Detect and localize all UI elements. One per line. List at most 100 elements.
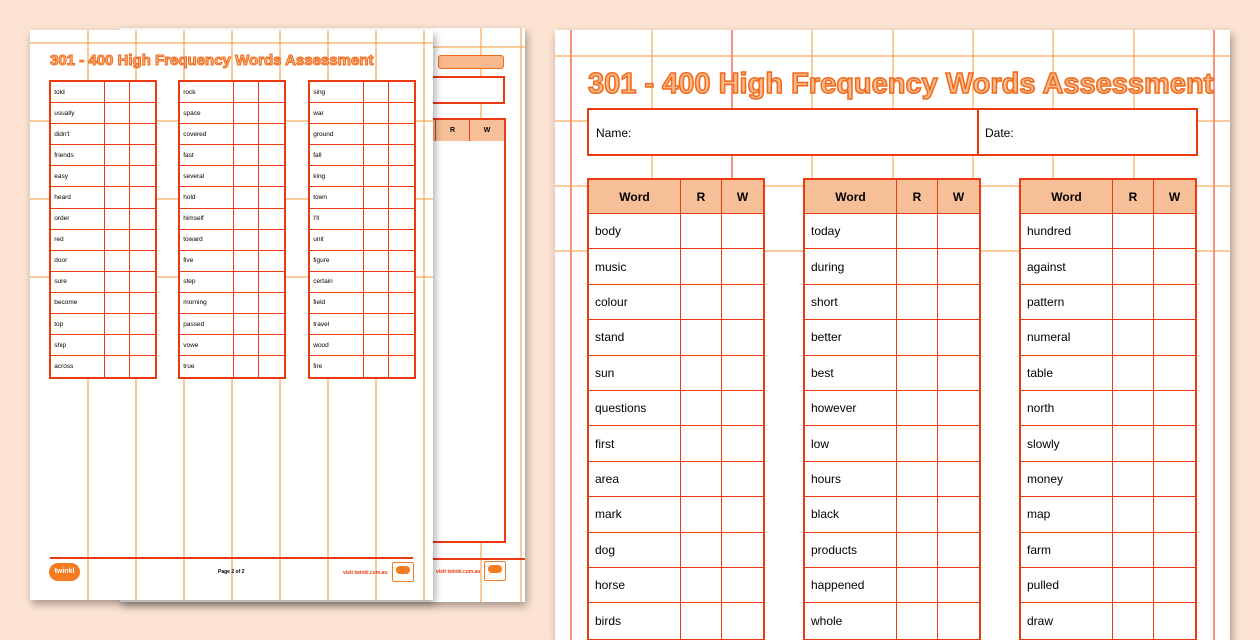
website-link[interactable]: visit twinkl.com.au <box>343 570 388 576</box>
write-checkbox[interactable] <box>259 145 284 165</box>
write-checkbox[interactable] <box>1154 603 1195 638</box>
write-checkbox[interactable] <box>938 249 979 283</box>
write-checkbox[interactable] <box>389 124 414 144</box>
write-checkbox[interactable] <box>259 124 284 144</box>
write-checkbox[interactable] <box>722 356 763 390</box>
write-checkbox[interactable] <box>938 391 979 425</box>
read-checkbox[interactable] <box>897 603 938 639</box>
read-checkbox[interactable] <box>897 355 938 390</box>
write-checkbox[interactable] <box>722 249 763 283</box>
read-checkbox[interactable] <box>897 320 938 355</box>
write-checkbox[interactable] <box>259 187 284 207</box>
read-checkbox[interactable] <box>364 356 389 378</box>
read-checkbox[interactable] <box>105 103 130 124</box>
read-checkbox[interactable] <box>234 314 259 335</box>
read-checkbox[interactable] <box>364 250 389 271</box>
read-checkbox[interactable] <box>897 390 938 426</box>
read-checkbox[interactable] <box>234 356 259 378</box>
write-checkbox[interactable] <box>389 145 414 165</box>
read-checkbox[interactable] <box>681 249 722 284</box>
read-checkbox[interactable] <box>897 532 938 567</box>
read-checkbox[interactable] <box>234 292 259 314</box>
read-checkbox[interactable] <box>364 208 389 229</box>
write-checkbox[interactable] <box>938 214 979 248</box>
write-checkbox[interactable] <box>722 462 763 496</box>
write-checkbox[interactable] <box>259 335 284 355</box>
read-checkbox[interactable] <box>681 284 722 320</box>
read-checkbox[interactable] <box>681 214 722 249</box>
write-checkbox[interactable] <box>1154 391 1195 425</box>
write-checkbox[interactable] <box>130 335 155 355</box>
date-field[interactable]: Date: <box>979 110 1196 154</box>
read-checkbox[interactable] <box>105 314 130 335</box>
read-checkbox[interactable] <box>1113 426 1154 461</box>
write-checkbox[interactable] <box>938 533 979 567</box>
read-checkbox[interactable] <box>105 208 130 229</box>
write-checkbox[interactable] <box>259 356 284 377</box>
read-checkbox[interactable] <box>1113 320 1154 355</box>
read-checkbox[interactable] <box>1113 603 1154 639</box>
name-field[interactable]: Name: <box>589 110 979 154</box>
write-checkbox[interactable] <box>938 603 979 638</box>
write-checkbox[interactable] <box>1154 533 1195 567</box>
read-checkbox[interactable] <box>681 390 722 426</box>
write-checkbox[interactable] <box>130 82 155 102</box>
write-checkbox[interactable] <box>130 103 155 123</box>
write-checkbox[interactable] <box>938 426 979 460</box>
write-checkbox[interactable] <box>130 124 155 144</box>
write-checkbox[interactable] <box>389 314 414 334</box>
write-checkbox[interactable] <box>389 272 414 292</box>
read-checkbox[interactable] <box>234 166 259 187</box>
write-checkbox[interactable] <box>259 209 284 229</box>
read-checkbox[interactable] <box>1113 461 1154 497</box>
write-checkbox[interactable] <box>389 166 414 186</box>
read-checkbox[interactable] <box>364 314 389 335</box>
write-checkbox[interactable] <box>130 251 155 271</box>
read-checkbox[interactable] <box>897 214 938 249</box>
read-checkbox[interactable] <box>897 249 938 284</box>
read-checkbox[interactable] <box>234 187 259 208</box>
write-checkbox[interactable] <box>259 103 284 123</box>
write-checkbox[interactable] <box>259 251 284 271</box>
write-checkbox[interactable] <box>130 230 155 250</box>
read-checkbox[interactable] <box>364 82 389 103</box>
read-checkbox[interactable] <box>1113 249 1154 284</box>
write-checkbox[interactable] <box>938 568 979 602</box>
write-checkbox[interactable] <box>722 497 763 531</box>
write-checkbox[interactable] <box>1154 214 1195 248</box>
read-checkbox[interactable] <box>897 426 938 461</box>
read-checkbox[interactable] <box>234 124 259 145</box>
write-checkbox[interactable] <box>259 314 284 334</box>
write-checkbox[interactable] <box>130 272 155 292</box>
write-checkbox[interactable] <box>1154 426 1195 460</box>
read-checkbox[interactable] <box>681 497 722 532</box>
write-checkbox[interactable] <box>1154 568 1195 602</box>
read-checkbox[interactable] <box>234 250 259 271</box>
write-checkbox[interactable] <box>938 497 979 531</box>
read-checkbox[interactable] <box>234 229 259 250</box>
read-checkbox[interactable] <box>105 356 130 378</box>
read-checkbox[interactable] <box>1113 497 1154 532</box>
write-checkbox[interactable] <box>1154 249 1195 283</box>
write-checkbox[interactable] <box>1154 497 1195 531</box>
write-checkbox[interactable] <box>130 209 155 229</box>
write-checkbox[interactable] <box>130 166 155 186</box>
read-checkbox[interactable] <box>234 103 259 124</box>
read-checkbox[interactable] <box>1113 355 1154 390</box>
write-checkbox[interactable] <box>130 293 155 313</box>
read-checkbox[interactable] <box>364 271 389 292</box>
write-checkbox[interactable] <box>1154 356 1195 390</box>
write-checkbox[interactable] <box>722 214 763 248</box>
read-checkbox[interactable] <box>1113 532 1154 567</box>
back-page-website[interactable]: visit twinkl.com.au <box>436 569 481 575</box>
write-checkbox[interactable] <box>259 230 284 250</box>
write-checkbox[interactable] <box>389 335 414 355</box>
read-checkbox[interactable] <box>364 292 389 314</box>
write-checkbox[interactable] <box>389 356 414 377</box>
read-checkbox[interactable] <box>681 461 722 497</box>
read-checkbox[interactable] <box>1113 390 1154 426</box>
read-checkbox[interactable] <box>897 461 938 497</box>
read-checkbox[interactable] <box>105 187 130 208</box>
write-checkbox[interactable] <box>722 320 763 354</box>
read-checkbox[interactable] <box>105 271 130 292</box>
